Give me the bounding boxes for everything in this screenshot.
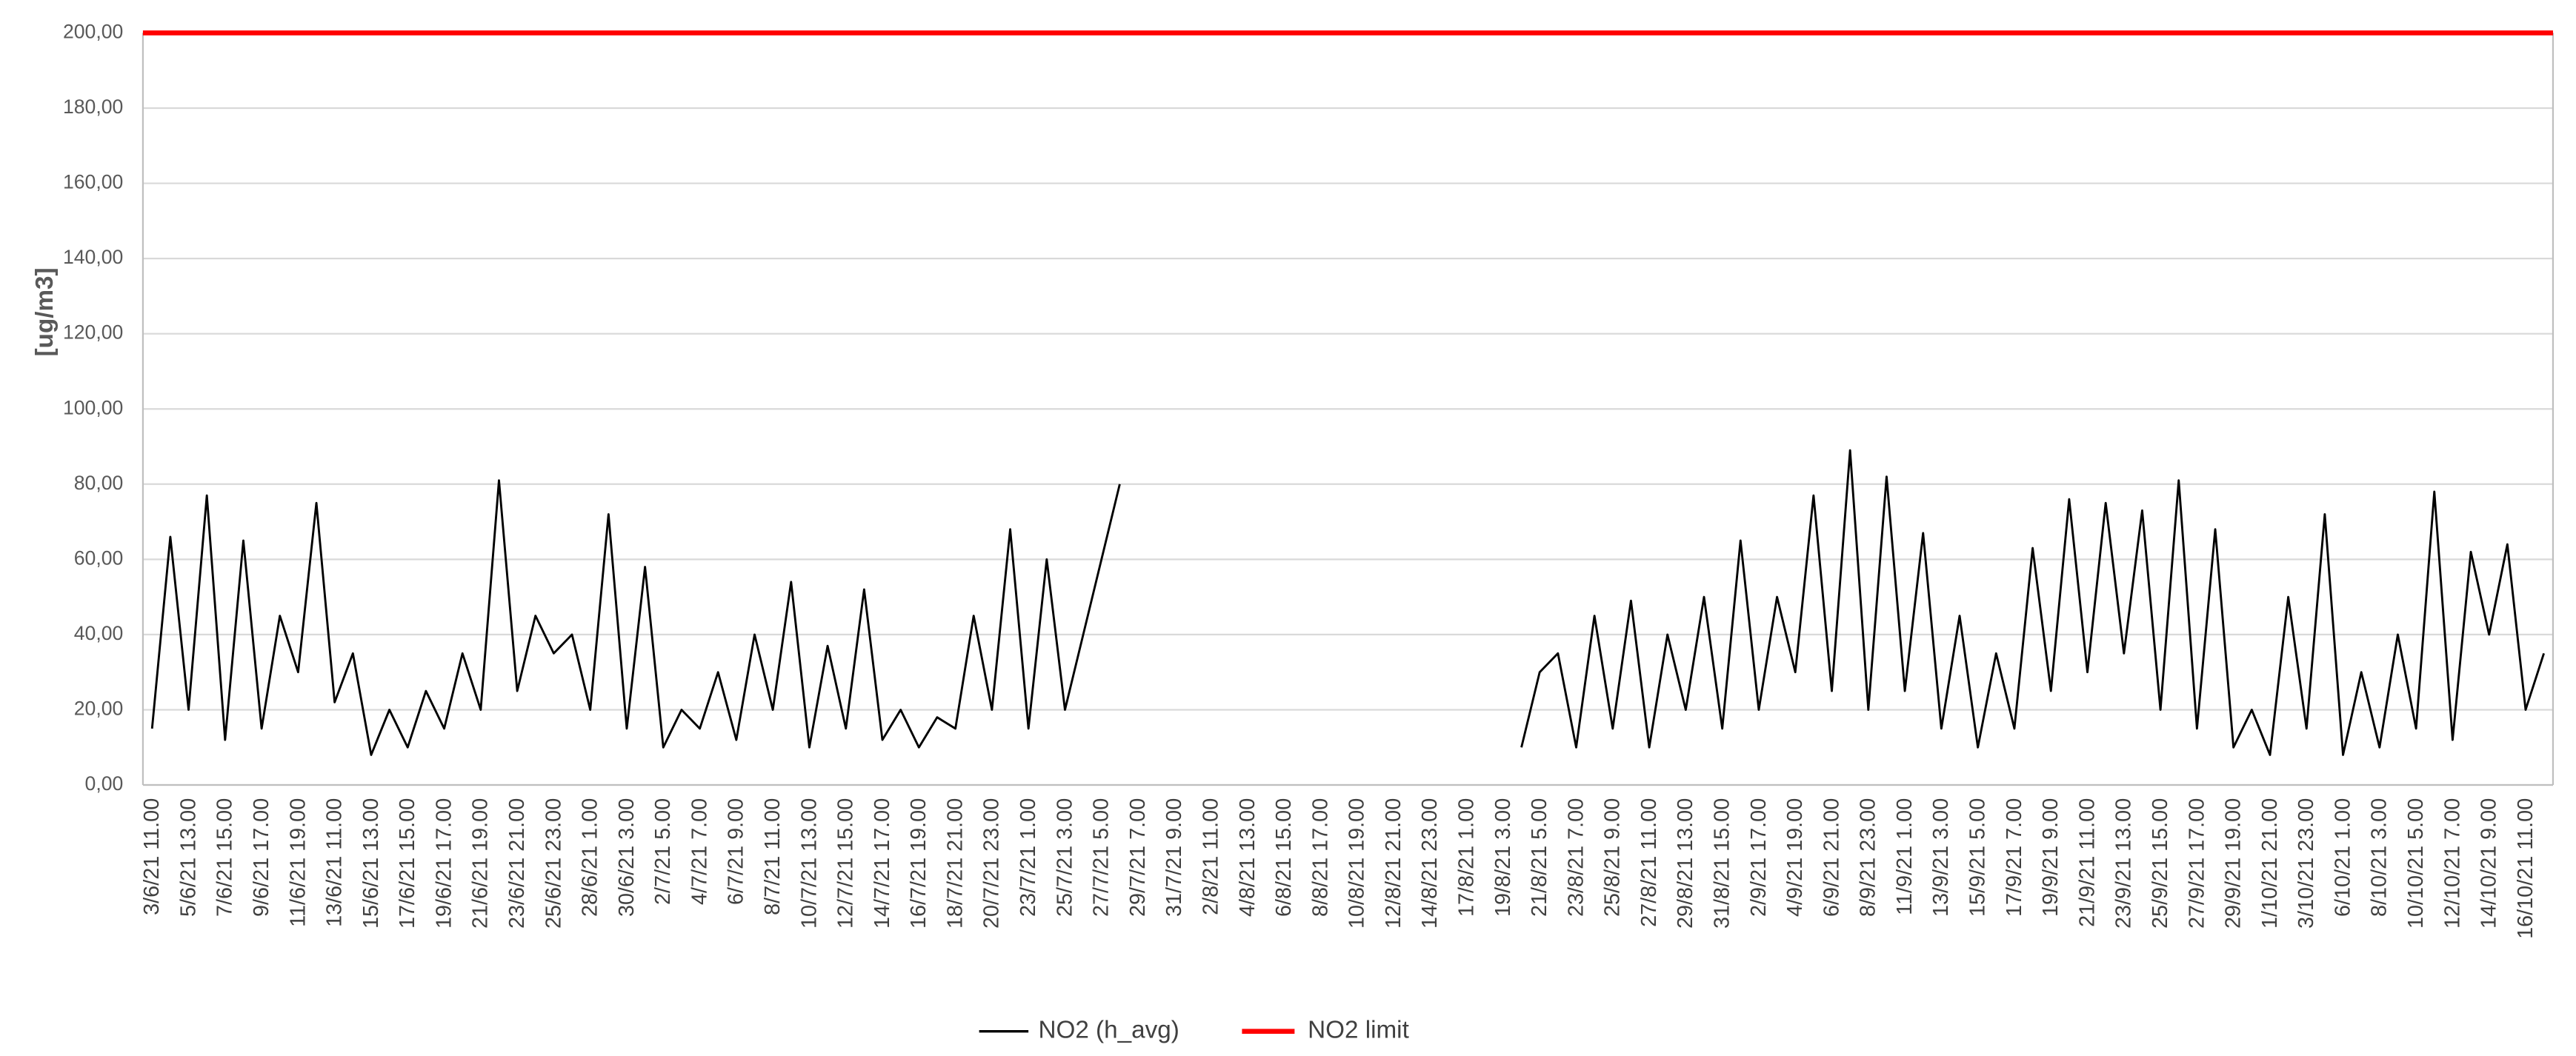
y-tick-label: 160,00	[63, 171, 123, 193]
legend-label: NO2 limit	[1308, 1016, 1409, 1043]
y-tick-label: 140,00	[63, 246, 123, 268]
legend-label: NO2 (h_avg)	[1038, 1016, 1179, 1043]
x-tick-label: 6/7/21 9.00	[725, 798, 748, 905]
x-tick-label: 29/7/21 7.00	[1126, 798, 1150, 917]
x-tick-label: 20/7/21 23.00	[980, 798, 1004, 929]
x-tick-label: 2/8/21 11.00	[1199, 798, 1222, 915]
x-tick-label: 15/9/21 5.00	[1966, 798, 1990, 917]
x-tick-label: 12/7/21 15.00	[834, 798, 858, 929]
x-tick-label: 27/9/21 17.00	[2185, 798, 2209, 929]
x-tick-label: 17/8/21 1.00	[1454, 798, 1478, 917]
x-tick-label: 2/7/21 5.00	[651, 798, 675, 905]
x-tick-label: 6/8/21 15.00	[1272, 798, 1296, 917]
x-tick-label: 23/9/21 13.00	[2112, 798, 2136, 929]
x-tick-label: 1/10/21 21.00	[2258, 798, 2282, 929]
x-tick-label: 8/10/21 3.00	[2368, 798, 2392, 917]
x-tick-label: 19/8/21 3.00	[1491, 798, 1515, 917]
x-tick-label: 31/8/21 15.00	[1711, 798, 1734, 929]
x-tick-label: 29/8/21 13.00	[1674, 798, 1697, 929]
x-tick-label: 15/6/21 13.00	[359, 798, 383, 929]
x-tick-label: 13/6/21 11.00	[323, 798, 347, 927]
x-tick-label: 25/6/21 23.00	[542, 798, 565, 929]
x-tick-label: 14/8/21 23.00	[1418, 798, 1442, 929]
x-tick-label: 4/7/21 7.00	[688, 798, 711, 905]
x-tick-label: 4/9/21 19.00	[1783, 798, 1807, 917]
x-tick-label: 8/9/21 23.00	[1857, 798, 1880, 917]
x-tick-label: 18/7/21 21.00	[943, 798, 967, 929]
x-tick-label: 10/7/21 13.00	[797, 798, 821, 929]
y-tick-label: 180,00	[63, 96, 123, 118]
x-tick-label: 14/7/21 17.00	[871, 798, 894, 929]
y-tick-label: 0,00	[85, 772, 124, 795]
x-tick-label: 16/7/21 19.00	[907, 798, 931, 929]
x-tick-label: 8/8/21 17.00	[1308, 798, 1332, 917]
x-tick-label: 3/10/21 23.00	[2294, 798, 2318, 929]
x-tick-label: 14/10/21 9.00	[2477, 798, 2501, 929]
y-tick-label: 40,00	[74, 622, 124, 644]
y-tick-label: 60,00	[74, 547, 124, 569]
x-tick-label: 2/9/21 17.00	[1747, 798, 1771, 917]
x-tick-label: 4/8/21 13.00	[1236, 798, 1259, 917]
x-tick-label: 9/6/21 17.00	[250, 798, 273, 917]
x-tick-label: 7/6/21 15.00	[213, 798, 237, 917]
x-tick-label: 27/7/21 5.00	[1090, 798, 1114, 917]
x-tick-label: 11/6/21 19.00	[286, 798, 310, 927]
x-tick-label: 31/7/21 9.00	[1162, 798, 1186, 917]
x-tick-label: 12/10/21 7.00	[2440, 798, 2464, 929]
x-tick-label: 16/10/21 11.00	[2514, 798, 2537, 939]
x-tick-label: 6/9/21 21.00	[1820, 798, 1843, 917]
x-tick-label: 8/7/21 11.00	[761, 798, 785, 915]
x-tick-label: 23/7/21 1.00	[1016, 798, 1040, 917]
x-tick-label: 10/8/21 19.00	[1345, 798, 1369, 929]
y-axis-label: [ug/m3]	[31, 267, 59, 356]
x-tick-label: 21/9/21 11.00	[2075, 798, 2099, 927]
y-tick-label: 120,00	[63, 321, 123, 344]
x-tick-label: 25/7/21 3.00	[1053, 798, 1076, 917]
x-tick-label: 10/10/21 5.00	[2404, 798, 2428, 929]
y-tick-label: 20,00	[74, 698, 124, 720]
x-tick-label: 3/6/21 11.00	[140, 798, 164, 915]
x-tick-label: 23/6/21 21.00	[505, 798, 529, 929]
x-tick-label: 30/6/21 3.00	[615, 798, 639, 917]
y-tick-label: 100,00	[63, 396, 123, 418]
x-tick-label: 21/8/21 5.00	[1528, 798, 1551, 917]
x-tick-label: 17/9/21 7.00	[2003, 798, 2026, 917]
y-tick-label: 200,00	[63, 20, 123, 42]
x-tick-label: 17/6/21 15.00	[396, 798, 419, 929]
y-tick-label: 80,00	[74, 472, 124, 494]
data-line	[150, 449, 2545, 756]
x-tick-label: 12/8/21 21.00	[1382, 798, 1405, 929]
x-tick-label: 23/8/21 7.00	[1564, 798, 1588, 917]
x-tick-label: 27/8/21 11.00	[1637, 798, 1661, 927]
x-tick-label: 13/9/21 3.00	[1929, 798, 1953, 917]
x-tick-label: 28/6/21 1.00	[579, 798, 602, 917]
x-tick-label: 21/6/21 19.00	[469, 798, 493, 929]
x-tick-label: 19/6/21 17.00	[432, 798, 456, 929]
x-tick-label: 11/9/21 1.00	[1893, 798, 1917, 915]
x-tick-label: 5/6/21 13.00	[176, 798, 200, 917]
x-tick-label: 25/8/21 9.00	[1601, 798, 1625, 917]
x-tick-label: 25/9/21 15.00	[2149, 798, 2172, 929]
x-tick-label: 19/9/21 9.00	[2039, 798, 2063, 917]
x-tick-label: 6/10/21 1.00	[2331, 798, 2354, 917]
x-tick-label: 29/9/21 19.00	[2222, 798, 2246, 929]
